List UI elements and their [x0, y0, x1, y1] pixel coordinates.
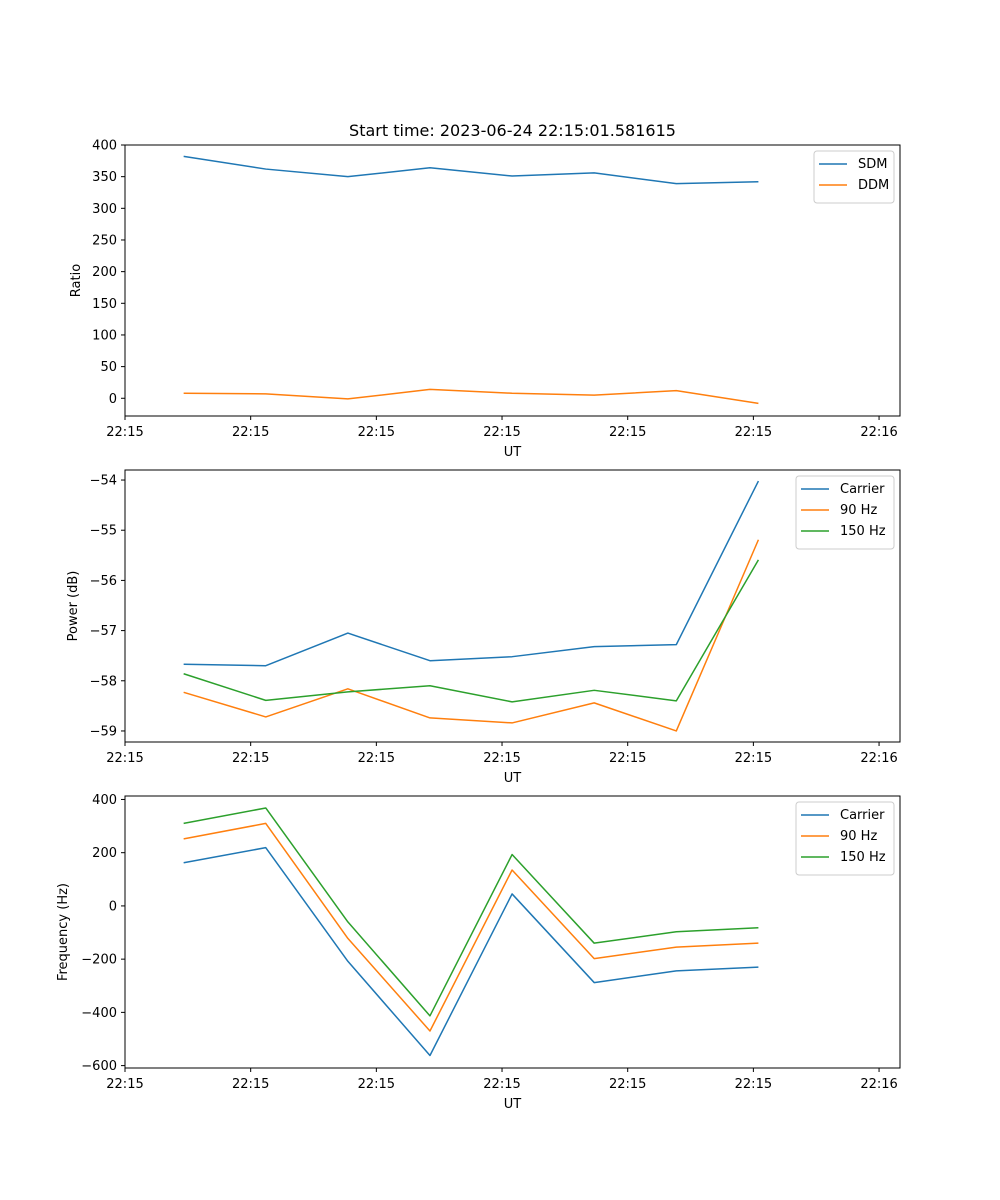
plot0-y-tick-label-4: 200	[92, 265, 117, 280]
plot1-series-line-2	[183, 559, 760, 703]
plot2-x-tick-label-4: 22:15	[609, 1077, 646, 1092]
plot2-x-tick-label-2: 22:15	[358, 1077, 395, 1092]
plot1-x-tick-label-0: 22:15	[106, 751, 143, 766]
plot0-legend-label-0: SDM	[858, 157, 887, 172]
plot1-series-line-1	[183, 539, 760, 732]
plot1-y-tick-label-0: −59	[90, 724, 117, 739]
plot2-y-tick-label-5: 400	[92, 793, 117, 808]
plot2-y-axis-label: Frequency (Hz)	[56, 883, 71, 981]
plot1-x-tick-label-1: 22:15	[232, 751, 269, 766]
plot0-y-tick-label-2: 100	[92, 328, 117, 343]
plot0-y-tick-label-6: 300	[92, 202, 117, 217]
plot1-y-tick-label-1: −58	[90, 674, 117, 689]
plot0-legend-label-1: DDM	[858, 178, 889, 193]
plot0-y-tick-label-3: 150	[92, 297, 117, 312]
plot0-axes-frame	[124, 144, 901, 417]
plot1-x-tick-label-3: 22:15	[483, 751, 520, 766]
plot2-y-tick-label-0: −600	[81, 1059, 117, 1074]
plot0-x-tick-label-2: 22:15	[358, 425, 395, 440]
plot2-y-tick-label-2: −200	[81, 953, 117, 968]
plot2-series-line-2	[183, 807, 759, 1017]
plot0-y-tick-label-5: 250	[92, 233, 117, 248]
plot1-x-tick-label-5: 22:15	[735, 751, 772, 766]
ratio-subplot: 22:15 22:15 22:15 22:15 22:15 22:15 22:16 0 50 10…	[69, 139, 901, 460]
plot2-y-tick-label-1: −400	[81, 1006, 117, 1021]
figure-title: Start time: 2023-06-24 22:15:01.581615	[349, 121, 676, 140]
plot0-x-tick-label-6: 22:16	[860, 425, 897, 440]
plot1-legend-label-2: 150 Hz	[840, 524, 886, 539]
plot0-x-tick-label-1: 22:15	[232, 425, 269, 440]
plot0-y-tick-label-7: 350	[92, 170, 117, 185]
plot2-series-line-0	[183, 846, 759, 1057]
plot0-x-tick-label-0: 22:15	[106, 425, 143, 440]
plot1-y-tick-label-3: −56	[90, 574, 117, 589]
plot0-y-tick-label-1: 50	[100, 360, 117, 375]
plot0-x-tick-label-5: 22:15	[735, 425, 772, 440]
plot1-y-tick-label-4: −55	[90, 524, 117, 539]
plot1-legend-label-1: 90 Hz	[840, 503, 877, 518]
plot1-x-axis-label: UT	[504, 771, 522, 786]
plot2-legend-label-1: 90 Hz	[840, 829, 877, 844]
frequency-subplot: 22:15 22:15 22:15 22:15 22:15 22:15 22:16 −600 −…	[56, 793, 901, 1112]
plot2-legend-label-2: 150 Hz	[840, 850, 886, 865]
plot1-axes-frame	[124, 469, 901, 743]
plot1-series-line-0	[183, 480, 760, 667]
plot0-x-axis-label: UT	[504, 445, 522, 460]
plot0-x-tick-label-4: 22:15	[609, 425, 646, 440]
plot1-x-tick-label-6: 22:16	[860, 751, 897, 766]
plot2-axes-frame	[124, 795, 901, 1069]
plot0-x-tick-label-3: 22:15	[483, 425, 520, 440]
plot1-x-tick-label-4: 22:15	[609, 751, 646, 766]
plot2-y-tick-label-3: 0	[109, 899, 117, 914]
plot1-x-tick-label-2: 22:15	[358, 751, 395, 766]
plot0-series-line-1	[183, 388, 759, 405]
plot1-y-tick-label-5: −54	[90, 474, 117, 489]
plot2-x-tick-label-5: 22:15	[735, 1077, 772, 1092]
plot2-x-tick-label-1: 22:15	[232, 1077, 269, 1092]
power-subplot: 22:15 22:15 22:15 22:15 22:15 22:15 22:16 −59 −5…	[66, 469, 901, 786]
plot0-series-line-0	[183, 155, 759, 185]
plot2-x-tick-label-6: 22:16	[860, 1077, 897, 1092]
plot2-x-tick-label-3: 22:15	[483, 1077, 520, 1092]
plot2-x-tick-label-0: 22:15	[106, 1077, 143, 1092]
plot2-x-axis-label: UT	[504, 1097, 522, 1112]
plot0-y-tick-label-0: 0	[109, 392, 117, 407]
plot2-series-line-1	[183, 822, 759, 1032]
plot2-y-tick-label-4: 200	[92, 846, 117, 861]
plot1-y-axis-label: Power (dB)	[66, 571, 81, 642]
plot1-y-tick-label-2: −57	[90, 624, 117, 639]
plot0-y-axis-label: Ratio	[69, 264, 84, 297]
plot2-legend-label-0: Carrier	[840, 808, 885, 823]
plot1-legend-label-0: Carrier	[840, 482, 885, 497]
plot0-y-tick-label-8: 400	[92, 139, 117, 154]
